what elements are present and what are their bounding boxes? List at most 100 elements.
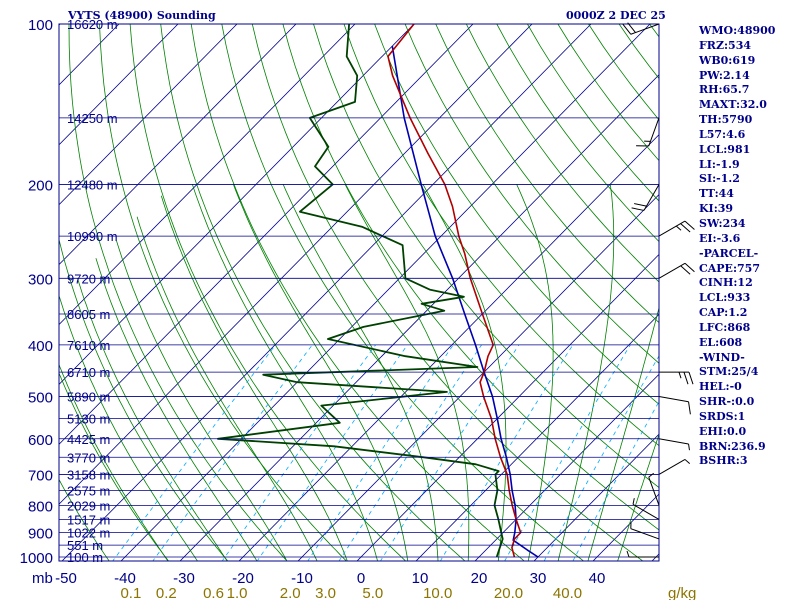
mixing-ratio-label: 0.1 (120, 585, 141, 600)
wind-barb-staff (648, 476, 660, 506)
wind-barb-half-flag (688, 443, 690, 451)
mixing-ratio-line (572, 400, 659, 561)
mixing-ratio-label: 10.0 (423, 585, 452, 600)
plot-frame (58, 23, 660, 562)
wind-barb-flag (688, 401, 691, 415)
height-label: 2029 m (67, 498, 110, 513)
index-line: L57:4.6 (699, 127, 746, 141)
wind-barb-half-flag (648, 472, 655, 478)
moist-adiabat-line (116, 240, 288, 561)
temperature-tick-label: -30 (173, 570, 195, 587)
pressure-tick-label: 300 (28, 271, 53, 288)
wind-barb-half-flag (675, 225, 682, 231)
index-line: WB0:619 (699, 53, 756, 67)
wind-barb (630, 522, 660, 540)
isotherm-line (59, 24, 533, 505)
isotherm-line (59, 24, 61, 26)
index-line: SHR-:0.0 (699, 395, 755, 409)
isotherm-line (0, 24, 1, 568)
index-line: TT:44 (699, 187, 734, 201)
dry-adiabat-line (129, 24, 407, 561)
height-label: 4425 m (67, 432, 110, 447)
index-line: BSHR:3 (699, 454, 748, 468)
index-line: CAPE:757 (699, 261, 760, 275)
moist-adiabat-line (617, 433, 659, 561)
parcel-trace (391, 45, 539, 558)
dry-adiabat-line (251, 24, 644, 561)
pressure-tick-label: 400 (28, 338, 53, 355)
wind-barb-flag (683, 372, 689, 385)
pressure-tick-label: 700 (28, 467, 53, 484)
index-line: LFC:868 (699, 320, 751, 334)
isotherm-line (238, 134, 659, 561)
sounding-time: 0000Z 2 DEC 25 (566, 9, 666, 22)
height-label: 3770 m (67, 450, 110, 465)
height-label: 8605 m (67, 307, 110, 322)
index-line: BRN:236.9 (699, 439, 766, 453)
dry-adiabat-line (59, 372, 169, 561)
index-line: CAP:1.2 (699, 306, 748, 320)
height-label: 6710 m (67, 365, 110, 380)
index-line: KI:39 (699, 202, 734, 216)
dry-adiabat-line (0, 24, 55, 568)
pressure-tick-label: 800 (28, 498, 53, 515)
mixing-ratio-line (543, 355, 659, 561)
wind-barb (658, 438, 690, 451)
pressure-tick-label: 1000 (20, 550, 53, 567)
height-label: 7610 m (67, 338, 110, 353)
wind-barb (622, 22, 660, 35)
mixing-ratio-line (338, 344, 482, 561)
pressure-tick-label: 900 (28, 526, 53, 543)
isotherm-line (533, 433, 659, 561)
wind-barb-flag (634, 203, 647, 207)
isotherm-line (59, 24, 356, 326)
mixing-ratio-label: 0.6 (203, 585, 224, 600)
wind-barb-half-flag (626, 550, 630, 558)
mixing-ratio-line (379, 344, 520, 561)
wind-barb-staff (658, 396, 689, 403)
wind-barb-staff (658, 459, 686, 475)
index-line: HEL:-0 (699, 380, 742, 394)
isotherm-line (356, 253, 659, 561)
index-line: FRZ:534 (699, 38, 752, 52)
dry-adiabat-line (221, 24, 585, 561)
wind-barb (636, 117, 660, 147)
pressure-tick-label: 600 (28, 432, 53, 449)
dry-adiabat-line (160, 24, 466, 561)
wind-barb-staff (658, 438, 689, 445)
index-line: PW:2.14 (699, 68, 750, 82)
isotherm-line (59, 24, 179, 146)
index-line: SI:-1.2 (699, 172, 740, 186)
moist-adiabat-line (136, 216, 318, 561)
moist-adiabat-line (233, 184, 409, 561)
isotherm-line (415, 313, 659, 561)
temperature-tick-label: -10 (291, 570, 313, 587)
dry-adiabat-line (465, 24, 659, 283)
temperature-tick-label: -50 (55, 570, 77, 587)
index-line: EL:608 (699, 335, 743, 349)
wind-barb-flag (627, 22, 636, 33)
isotherm-line (59, 24, 297, 266)
mixing-ratio-line (152, 344, 313, 561)
pressure-tick-label: 200 (28, 177, 53, 194)
moist-adiabat-line (587, 306, 659, 561)
isotherm-line (59, 24, 415, 385)
mixing-ratio-line (112, 344, 276, 561)
moist-adiabat-line (557, 184, 615, 561)
height-label: 3158 m (67, 467, 110, 482)
temperature-tick-label: 30 (530, 570, 547, 587)
moist-adiabat-line (77, 278, 228, 561)
index-line: MAXT:32.0 (699, 98, 767, 112)
wind-barb-staff (630, 528, 660, 540)
dry-adiabat-line (59, 238, 229, 561)
index-line: STM:25/4 (699, 365, 759, 379)
dry-adiabat-line (68, 24, 288, 561)
wind-barb-half-flag (678, 372, 682, 379)
height-label: 10990 m (67, 229, 118, 244)
index-line: TH:5790 (699, 113, 753, 127)
dry-adiabat-line (190, 24, 525, 561)
wind-barb-flag (684, 220, 695, 230)
wind-barb-flag (680, 265, 691, 275)
mixing-ratio-label: 20.0 (494, 585, 523, 600)
